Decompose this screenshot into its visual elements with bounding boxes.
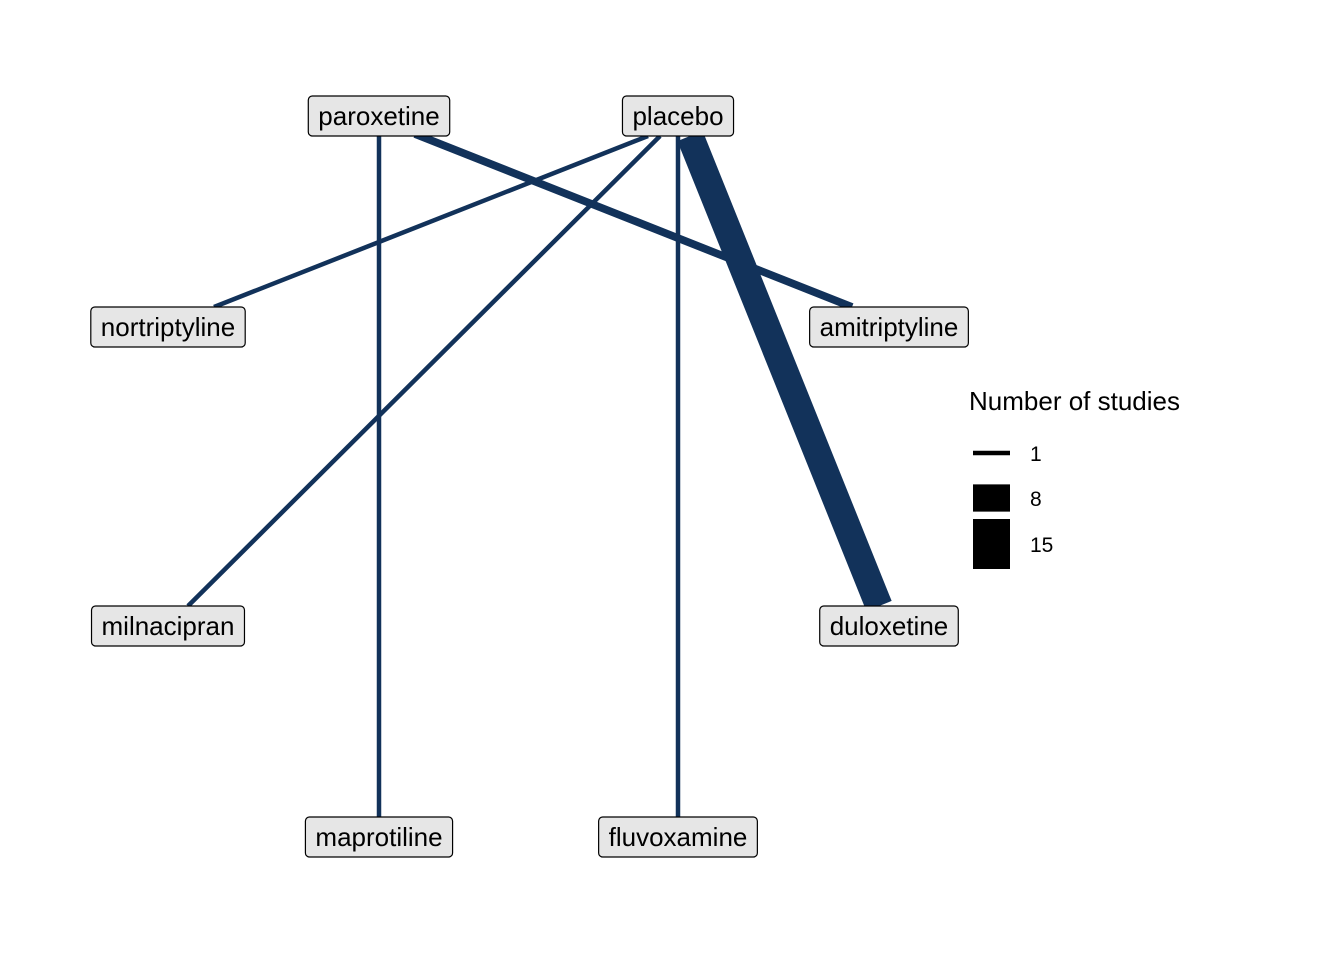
node-box [307, 95, 451, 137]
node-label: fluvoxamine [609, 822, 748, 852]
edge-layer [186, 130, 892, 817]
node-maprotiline: maprotiline [304, 816, 454, 858]
edge-paroxetine-amitriptyline [413, 130, 854, 311]
node-box [809, 306, 969, 348]
legend-key-swatch [973, 484, 1010, 512]
node-box [90, 306, 246, 348]
node-milnacipran: milnacipran [90, 605, 246, 647]
legend-key-label: 8 [1030, 488, 1042, 511]
node-box [621, 95, 735, 137]
node-amitriptyline: amitriptyline [809, 306, 969, 348]
legend-title: Number of studies [969, 386, 1180, 416]
legend-key-swatch [973, 450, 1010, 456]
node-nortriptyline: nortriptyline [90, 306, 246, 348]
legend-key-label: 1 [1030, 443, 1042, 466]
node-duloxetine: duloxetine [819, 605, 959, 647]
node-box [598, 816, 758, 858]
node-label: milnacipran [102, 611, 235, 641]
node-fluvoxamine: fluvoxamine [598, 816, 758, 858]
edge-placebo-milnacipran [186, 134, 662, 608]
node-label: nortriptyline [101, 312, 235, 342]
node-label: maprotiline [315, 822, 442, 852]
node-box [90, 605, 246, 647]
edge-placebo-nortriptyline [213, 133, 649, 310]
legend-key-swatch [973, 519, 1010, 569]
node-label: placebo [632, 101, 723, 131]
node-box [304, 816, 454, 858]
node-layer: paroxetine placebo nortriptyline amitriptyl… [90, 95, 969, 858]
node-label: duloxetine [830, 611, 949, 641]
node-paroxetine: paroxetine [307, 95, 451, 137]
node-box [819, 605, 959, 647]
legend-key-label: 15 [1030, 534, 1053, 557]
node-label: amitriptyline [820, 312, 959, 342]
edge-placebo-duloxetine [677, 130, 892, 612]
node-placebo: placebo [621, 95, 735, 137]
node-label: paroxetine [318, 101, 439, 131]
